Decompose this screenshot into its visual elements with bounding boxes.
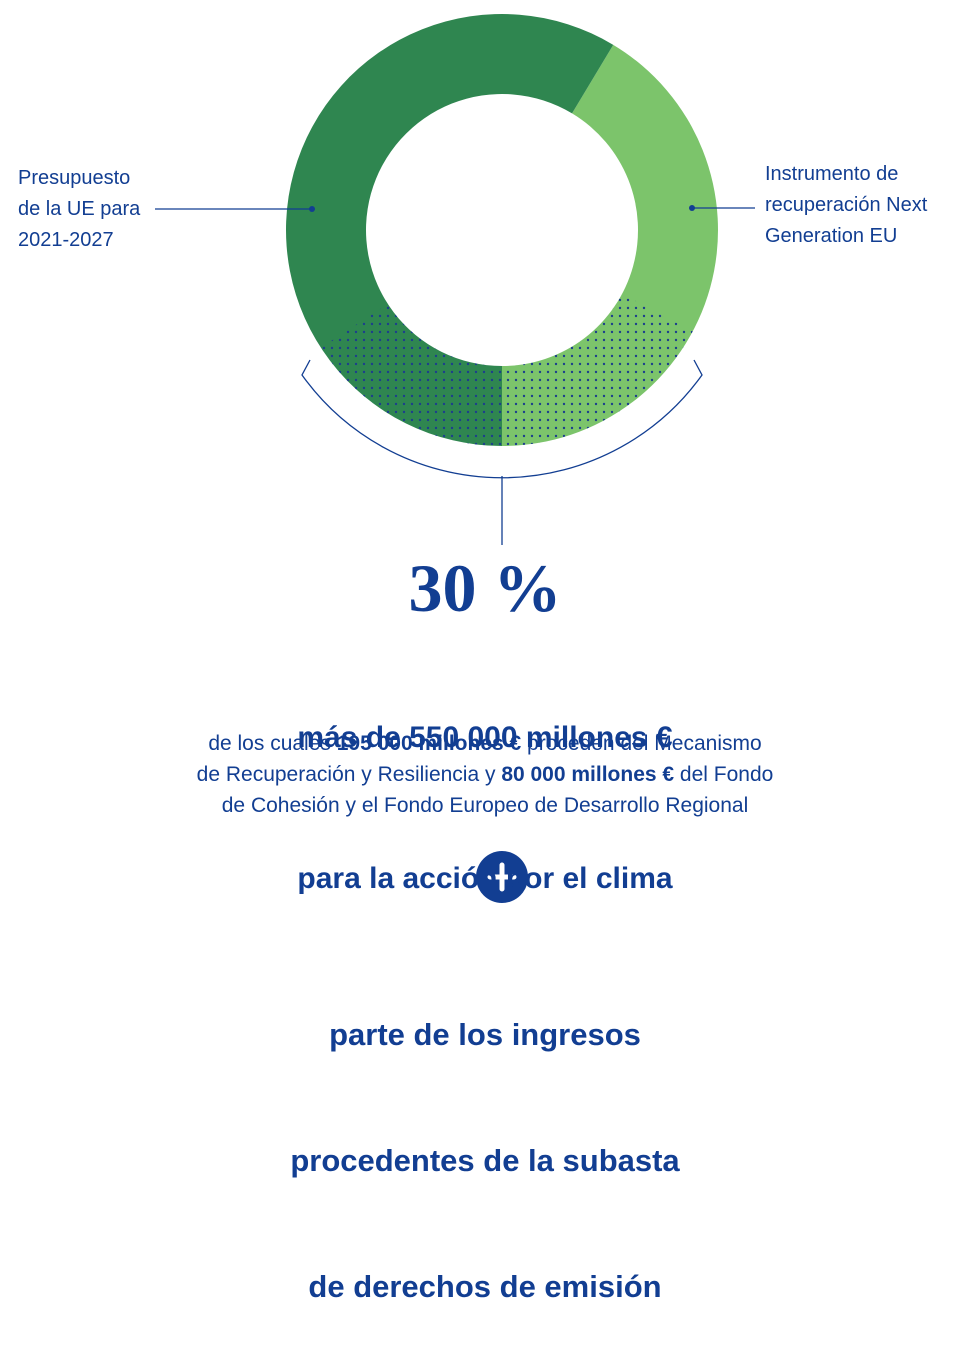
detail-text: de Cohesión y el Fondo Europeo de Desarr…	[221, 794, 749, 817]
headline: 30 %	[408, 550, 562, 626]
right-dot	[689, 205, 695, 211]
detail-text: proceden del Mecanismo	[521, 732, 762, 755]
detail-text: del Fondo	[674, 763, 774, 786]
label-line: recuperación Next	[765, 194, 928, 216]
subheadline-line: para la acción por el clima	[297, 862, 673, 895]
detail-line: de los cuales 195 000 millones € procede…	[0, 728, 970, 759]
subheadline-line: más de 550 000 millones €	[297, 721, 673, 754]
detail-bold: 195 000 millones €	[336, 732, 522, 755]
detail-line: de Recuperación y Resiliencia y 80 000 m…	[0, 759, 970, 790]
detail-line: de Cohesión y el Fondo Europeo de Desarr…	[0, 790, 970, 821]
subheadline: más de 550 000 millones € para la acción…	[0, 620, 970, 949]
page: Presupuesto de la UE para 2021-2027 Inst…	[0, 13, 970, 1304]
detail-text: de Recuperación y Resiliencia y	[196, 763, 502, 786]
footer: parte de los ingresos procedentes de la …	[0, 930, 970, 1350]
label-line: 2021-2027	[18, 229, 114, 251]
label-line: Instrumento de	[765, 163, 899, 185]
detail-text: de los cuales	[208, 732, 337, 755]
detail: de los cuales 195 000 millones € procede…	[0, 728, 970, 821]
label-line: Presupuesto	[18, 167, 131, 189]
label-line: de la UE para	[18, 198, 141, 220]
left-label: Presupuesto de la UE para 2021-2027	[18, 163, 140, 256]
detail-bold: 80 000 millones €	[501, 763, 675, 786]
left-dot	[309, 206, 315, 212]
graphic	[155, 13, 755, 903]
climate-share-pattern	[320, 293, 693, 446]
right-label: Instrumento de recuperación Next Generat…	[765, 159, 927, 252]
footer-line: parte de los ingresos	[329, 1017, 641, 1052]
donut	[285, 13, 718, 446]
footer-line: procedentes de la subasta	[290, 1143, 680, 1178]
label-line: Generation EU	[765, 225, 898, 247]
plus-sign	[487, 862, 517, 892]
footer-line: de derechos de emisión	[308, 1269, 662, 1304]
